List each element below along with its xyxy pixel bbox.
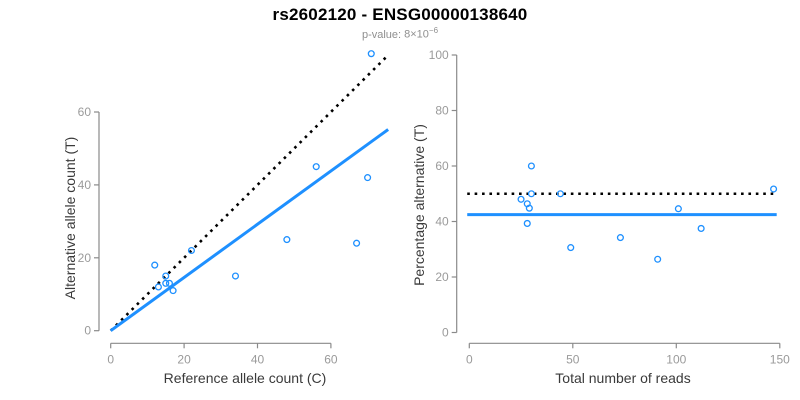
x-tick-label: 60 — [324, 352, 338, 366]
data-point — [162, 279, 170, 287]
y-tick-label: 100 — [429, 48, 449, 62]
data-point — [364, 174, 372, 182]
data-point — [517, 195, 525, 203]
y-tick-label: 20 — [78, 251, 92, 265]
data-point — [567, 244, 575, 252]
y-tick-label: 0 — [442, 326, 449, 340]
allele-counts-scatter-plot: 0 20 40 60 0 20 40 60 Reference allele count (C)… — [62, 50, 390, 386]
y-tick-label: 20 — [435, 270, 449, 284]
y-tick-label: 0 — [84, 324, 91, 338]
y-axis-title: Alternative allele count (T) — [62, 137, 78, 300]
y-tick-label: 40 — [78, 178, 92, 192]
data-point — [283, 236, 291, 244]
data-point — [353, 239, 361, 247]
x-tick-label: 0 — [466, 352, 473, 366]
pvalue-label: p-value: — [361, 28, 402, 41]
data-point — [674, 205, 682, 213]
x-tick-label: 100 — [666, 352, 686, 366]
x-tick-label: 0 — [107, 352, 114, 366]
pvalue-base: 10 — [416, 28, 429, 41]
data-point — [169, 287, 177, 295]
data-point — [525, 204, 533, 212]
data-point — [187, 246, 195, 255]
data-point — [154, 283, 162, 291]
x-axis-title: Total number of reads — [555, 370, 690, 386]
percentage-vs-reads-scatter-plot: 0 20 40 60 80 100 0 50 100 150 Total number of rea… — [411, 48, 790, 386]
x-tick-label: 50 — [566, 352, 580, 366]
x-tick-label: 150 — [770, 352, 790, 366]
y-tick-label: 60 — [78, 105, 92, 119]
data-point — [367, 50, 375, 58]
data-point — [523, 219, 531, 227]
data-point — [312, 163, 320, 171]
y-tick-label: 60 — [435, 159, 449, 173]
x-tick-label: 40 — [251, 352, 265, 366]
figure-subtitle: p-value: 8×10−6 — [0, 26, 800, 41]
data-point — [556, 190, 564, 198]
data-point — [527, 162, 535, 170]
data-point — [527, 190, 535, 198]
pvalue-exponent: −6 — [428, 26, 439, 35]
y-tick-label: 40 — [435, 215, 449, 229]
data-point — [654, 255, 662, 263]
data-point — [162, 272, 170, 280]
identity-line — [109, 56, 387, 332]
y-tick-label: 80 — [435, 104, 449, 118]
x-axis-title: Reference allele count (C) — [164, 370, 327, 386]
y-axis-title: Percentage alternative (T) — [411, 124, 427, 286]
data-point — [770, 185, 778, 193]
fit-line — [109, 128, 390, 332]
data-point — [165, 279, 173, 287]
figure-title: rs2602120 - ENSG00000138640 — [272, 5, 528, 24]
data-point — [697, 224, 705, 232]
x-tick-label: 20 — [177, 352, 191, 366]
data-point — [231, 272, 240, 280]
data-point — [616, 234, 624, 242]
multiplication-sign: × — [410, 28, 417, 41]
data-point — [151, 261, 159, 269]
pvalue-mantissa: 8 — [404, 28, 411, 41]
